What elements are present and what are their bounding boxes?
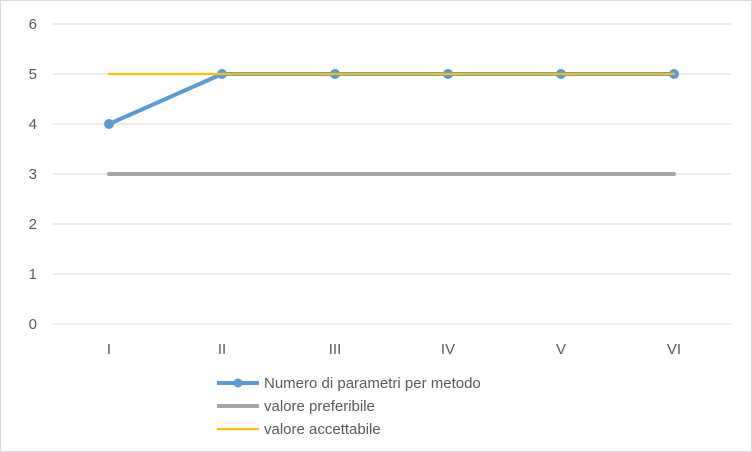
- x-tick-label: IV: [441, 341, 455, 358]
- legend-marker: [233, 378, 243, 388]
- x-tick-label: II: [218, 341, 226, 358]
- legend-label: valore accettabile: [264, 421, 381, 438]
- y-tick-label: 6: [29, 16, 37, 33]
- y-tick-label: 5: [29, 66, 37, 83]
- y-tick-label: 3: [29, 166, 37, 183]
- x-tick-label: III: [329, 341, 342, 358]
- data-point: [104, 119, 114, 129]
- legend-label: Numero di parametri per metodo: [264, 375, 481, 392]
- y-tick-label: 2: [29, 216, 37, 233]
- y-tick-label: 1: [29, 266, 37, 283]
- series-lines: [104, 69, 679, 176]
- y-tick-label: 4: [29, 116, 37, 133]
- y-tick-label: 0: [29, 316, 37, 333]
- legend-label: valore preferibile: [264, 398, 375, 415]
- x-tick-label: I: [107, 341, 111, 358]
- x-tick-label: VI: [667, 341, 681, 358]
- x-axis-ticks: I II III IV V VI: [107, 341, 681, 358]
- x-tick-label: V: [556, 341, 566, 358]
- series-line-0: [107, 72, 676, 126]
- legend: Numero di parametri per metodo valore pre…: [217, 375, 481, 438]
- y-axis-ticks: 0 1 2 3 4 5 6: [29, 16, 37, 333]
